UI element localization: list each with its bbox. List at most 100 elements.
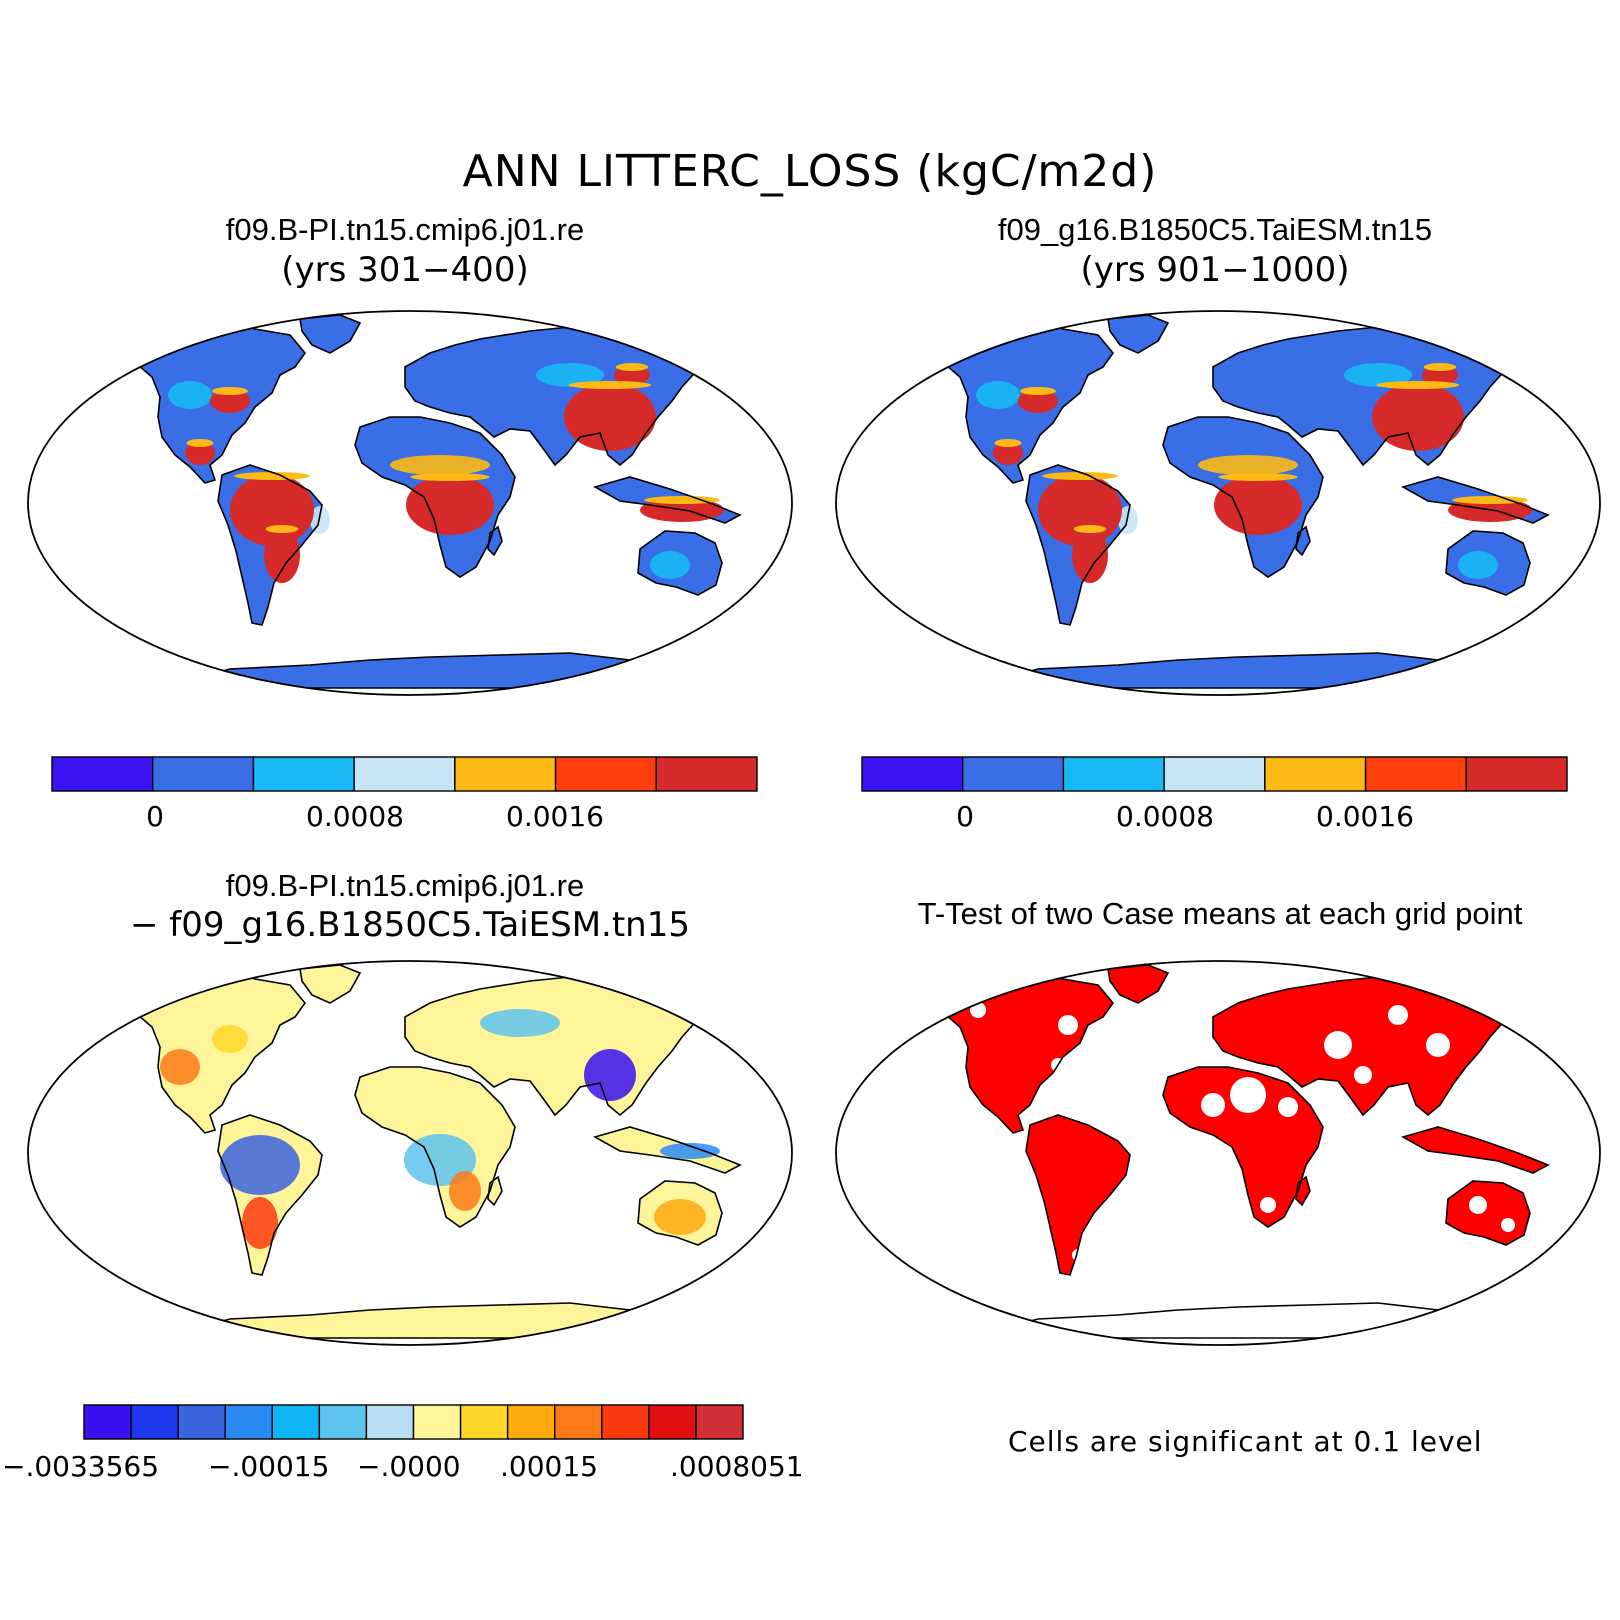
colorbar-box xyxy=(1264,756,1367,792)
field-patch xyxy=(1452,496,1528,504)
insignificant-patch xyxy=(1388,1005,1408,1025)
case2-map xyxy=(835,310,1601,696)
case1-map xyxy=(27,310,793,696)
field-patch xyxy=(1218,473,1298,481)
field-patch xyxy=(449,1171,481,1211)
coastline-south-america xyxy=(1025,464,1131,626)
coastline-indonesia xyxy=(1400,476,1550,524)
field-patch xyxy=(654,1199,706,1235)
colorbar-box xyxy=(51,756,154,792)
coastline-australia xyxy=(637,530,723,596)
colorbar-box xyxy=(1163,756,1266,792)
land-indonesia xyxy=(1403,1127,1548,1173)
colorbar-box xyxy=(152,756,255,792)
coastline-africa xyxy=(1162,1066,1324,1228)
map-border xyxy=(27,960,793,1346)
field-patch xyxy=(1344,363,1412,387)
colorbar-box xyxy=(861,756,964,792)
insignificant-patch xyxy=(1058,1015,1078,1035)
colorbar-box xyxy=(271,1404,321,1440)
field-patch xyxy=(1423,363,1457,371)
coastline-greenland xyxy=(299,964,362,1004)
diff-title: f09.B-PI.tn15.cmip6.j01.re xyxy=(225,868,585,903)
field-patch xyxy=(976,381,1020,409)
diff-tick-label: .00015 xyxy=(500,1450,598,1483)
map-border xyxy=(835,960,1601,1346)
significance-note: Cells are significant at 0.1 level xyxy=(1008,1425,1483,1458)
field-patch xyxy=(212,1025,248,1053)
colorbar-box xyxy=(412,1404,462,1440)
coastline-greenland xyxy=(1107,314,1170,354)
case2-tick-label: 0.0016 xyxy=(1316,800,1414,833)
colorbar-box xyxy=(83,1404,132,1440)
field-patch xyxy=(1214,475,1302,535)
field-patch xyxy=(310,506,330,534)
field-patch xyxy=(993,441,1023,465)
colorbar-box xyxy=(554,756,657,792)
case1-years: (yrs 301−400) xyxy=(281,250,529,290)
field-patch xyxy=(264,527,300,583)
diff-subtitle: − f09_g16.B1850C5.TaiESM.tn15 xyxy=(130,905,690,945)
case2-colorbar xyxy=(861,756,1568,792)
colorbar-box xyxy=(177,1404,226,1440)
insignificant-patch xyxy=(1426,1033,1450,1057)
coastline-south-america xyxy=(217,1114,323,1276)
coastline-indonesia xyxy=(1400,1126,1550,1174)
field-patch xyxy=(660,1143,720,1159)
case1-tick-label: 0 xyxy=(146,800,164,833)
insignificant-patch xyxy=(1278,1097,1298,1117)
coastline-australia xyxy=(637,1180,723,1246)
field-patch xyxy=(404,1134,476,1186)
colorbar-box xyxy=(1465,756,1568,792)
map-border xyxy=(27,310,793,696)
colorbar-box xyxy=(601,1404,650,1440)
land-eurasia xyxy=(1213,975,1518,1115)
field-patch xyxy=(584,1049,636,1101)
field-patch xyxy=(480,1009,560,1037)
coastline-madagascar xyxy=(1295,1175,1311,1207)
insignificant-patch xyxy=(1260,1197,1276,1213)
ttest-title: T-Test of two Case means at each grid po… xyxy=(917,896,1523,931)
case2-tick-label: 0.0008 xyxy=(1116,800,1214,833)
insignificant-patch xyxy=(1324,1031,1352,1059)
colorbar-box xyxy=(365,1404,415,1440)
colorbar-box xyxy=(648,1404,697,1440)
field-patch xyxy=(1042,472,1118,480)
coastline-indonesia xyxy=(592,1126,742,1174)
difference-colorbar xyxy=(83,1404,744,1440)
diff-tick-label: .0008051 xyxy=(670,1450,804,1483)
coastline-madagascar xyxy=(487,525,503,557)
colorbar-box xyxy=(353,756,456,792)
field-patch xyxy=(650,551,690,579)
colorbar-box xyxy=(454,756,557,792)
field-patch xyxy=(186,439,214,447)
coastline-africa xyxy=(354,1066,516,1228)
case1-title: f09.B-PI.tn15.cmip6.j01.re xyxy=(225,212,585,247)
colorbar-box xyxy=(459,1404,509,1440)
diff-tick-label: −.0000 xyxy=(357,1450,461,1483)
colorbar-box xyxy=(252,756,355,792)
field-patch xyxy=(212,387,248,395)
colorbar-box xyxy=(506,1404,556,1440)
field-patch xyxy=(234,472,310,480)
coastline-australia xyxy=(1445,530,1531,596)
field-patch xyxy=(1073,525,1107,533)
field-patch xyxy=(994,439,1022,447)
case1-tick-label: 0.0016 xyxy=(506,800,604,833)
case2-years: (yrs 901−1000) xyxy=(1080,250,1350,290)
field-patch xyxy=(536,363,604,387)
field-patch xyxy=(1376,381,1460,389)
case2-tick-label: 0 xyxy=(956,800,974,833)
field-patch xyxy=(160,1049,200,1085)
land-antarctica xyxy=(978,653,1478,688)
field-patch xyxy=(242,1197,278,1249)
field-patch xyxy=(185,441,215,465)
field-patch xyxy=(265,525,299,533)
map-border xyxy=(835,310,1601,696)
field-patch xyxy=(1118,506,1138,534)
land-antarctica xyxy=(170,653,670,688)
colorbar-box xyxy=(130,1404,179,1440)
land-antarctica xyxy=(978,1303,1478,1338)
field-patch xyxy=(1020,387,1056,395)
insignificant-patch xyxy=(1469,1196,1487,1214)
